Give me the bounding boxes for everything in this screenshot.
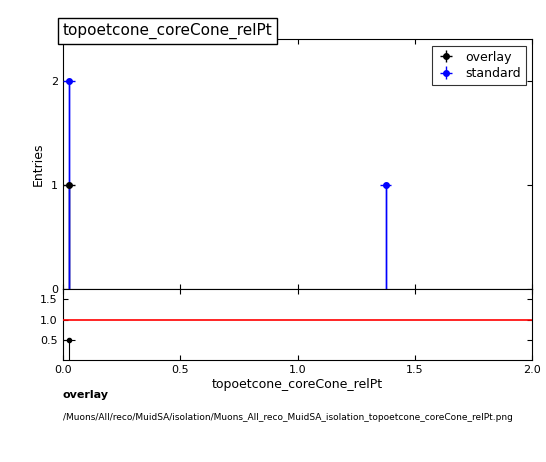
Text: topoetcone_coreCone_relPt: topoetcone_coreCone_relPt [63,23,272,39]
Legend: overlay, standard: overlay, standard [432,46,526,85]
X-axis label: topoetcone_coreCone_relPt: topoetcone_coreCone_relPt [212,378,383,391]
Text: overlay: overlay [63,390,109,401]
Text: /Muons/All/reco/MuidSA/isolation/Muons_All_reco_MuidSA_isolation_topoetcone_core: /Muons/All/reco/MuidSA/isolation/Muons_A… [63,413,513,422]
Y-axis label: Entries: Entries [32,142,45,186]
